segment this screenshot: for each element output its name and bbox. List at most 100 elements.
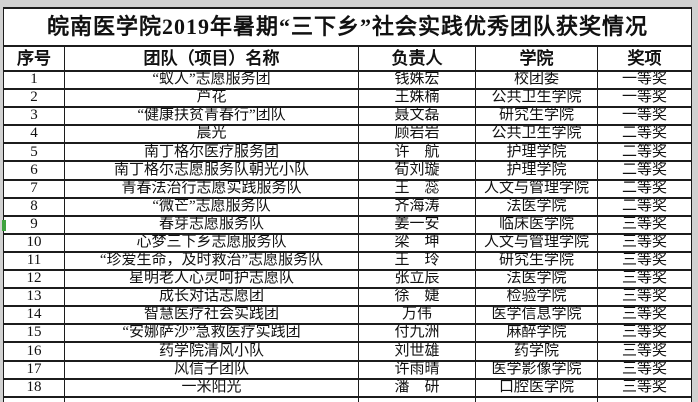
table-row: 12 星明老人心灵呵护志愿队 张立辰 法医学院 三等奖 (3, 269, 693, 290)
table-cell: 一等奖 (596, 88, 693, 109)
table-cell: 钱姝宏 (358, 69, 476, 91)
table-cell: 刘世雄 (358, 341, 476, 362)
table-cell: 二等奖 (596, 142, 693, 163)
table-cell: 14 (3, 305, 65, 326)
column-header: 奖项 (596, 45, 693, 72)
table-cell: 三等奖 (596, 377, 693, 398)
table-cell: 12 (3, 269, 65, 290)
table-row: 6 南丁格尔志愿服务队朝光小队 荀刘璇 护理学院 二等奖 (3, 160, 693, 181)
table-cell: 齐海涛 (358, 196, 476, 217)
table-cell: 许 航 (358, 142, 476, 163)
column-header: 序号 (3, 45, 65, 72)
table-cell: 医学影像学院 (475, 359, 598, 380)
table-cell (64, 395, 359, 402)
table-cell: 春芽志愿服务队 (64, 214, 359, 235)
table-cell: 临床医学院 (475, 214, 598, 235)
table-row: 10 心梦三下乡志愿服务队梁 坤人文与管理学院 三等奖 (3, 232, 693, 253)
table-cell: 智慧医疗社会实践团 (64, 305, 359, 326)
table-cell: 16 (3, 341, 65, 362)
table-cell: 药学院清风小队 (64, 341, 359, 362)
table-cell: 南丁格尔志愿服务队朝光小队 (64, 160, 359, 181)
table-cell: 护理学院 (475, 160, 598, 181)
table-cell: 三等奖 (596, 287, 693, 308)
table-cell: 姜一安 (358, 214, 476, 235)
table-cell: “蚁人”志愿服务团 (64, 69, 359, 91)
table-cell: 王 蕊 (358, 178, 476, 199)
table-cell: 三等奖 (596, 232, 693, 253)
table-row: 8 “微芒”志愿服务队 齐海涛 法医学院 二等奖 (3, 196, 693, 217)
table-row: 7 青春法治行志愿实践服务队王 蕊人文与管理学院 二等奖 (3, 178, 693, 199)
table-cell: “微芒”志愿服务队 (64, 196, 359, 217)
table-cell: 三等奖 (596, 214, 693, 235)
table-row: 18 一米阳光潘 研口腔医学院 三等奖 (3, 377, 693, 398)
table-cell: 法医学院 (475, 196, 598, 217)
table-cell: 南丁格尔医疗服务团 (64, 142, 359, 163)
table-cell: 麻醉学院 (475, 323, 598, 344)
row9-selection-mark (2, 220, 6, 231)
table-cell: 三等奖 (596, 269, 693, 290)
table-cell: 检验学院 (475, 287, 598, 308)
table-cell: 成长对话志愿团 (64, 287, 359, 308)
table-cell: 付九洲 (358, 323, 476, 344)
table-body: 皖南医学院2019年暑期“三下乡”社会实践优秀团队获奖情况 序号 团队（项目）名称… (2, 7, 693, 402)
award-table: 皖南医学院2019年暑期“三下乡”社会实践优秀团队获奖情况 序号 团队（项目）名称… (2, 7, 693, 402)
table-cell: 二等奖 (596, 160, 693, 181)
table-row: 4 晨光 顾岩岩 公共卫生学院 二等奖 (3, 124, 693, 145)
header-row: 序号 团队（项目）名称 负责人 学院 奖项 (3, 45, 693, 72)
table-cell: 18 (3, 377, 65, 398)
table-cell: 法医学院 (475, 269, 598, 290)
table-cell: 研究生学院 (475, 106, 598, 127)
table-cell: 许雨晴 (358, 359, 476, 380)
table-cell: 15 (3, 323, 65, 344)
table-cell: 校团委 (475, 69, 598, 91)
table-cell: 17 (3, 359, 65, 380)
table-row: 2 芦花 王姝楠 公共卫生学院 一等奖 (3, 88, 693, 109)
table-cell: 三等奖 (596, 341, 693, 362)
table-row: 5 南丁格尔医疗服务团许 航护理学院 二等奖 (3, 142, 693, 163)
table-cell: 口腔医学院 (475, 377, 598, 398)
table-cell (3, 395, 65, 402)
table-cell: “健康扶贫青春行”团队 (64, 106, 359, 127)
table-cell: 三等奖 (596, 250, 693, 272)
table-row: 16 药学院清风小队 刘世雄 药学院 三等奖 (3, 341, 693, 362)
table-cell: 二等奖 (596, 178, 693, 199)
table-cell: 一米阳光 (64, 377, 359, 398)
table-cell: 6 (3, 160, 65, 181)
table-row: 3 “健康扶贫青春行”团队 聂文磊 研究生学院 一等奖 (3, 106, 693, 127)
table-cell: 星明老人心灵呵护志愿队 (64, 269, 359, 290)
table-cell: “安娜萨沙”急救医疗实践团 (64, 323, 359, 344)
table-row: 17 风信子团队 许雨晴 医学影像学院 三等奖 (3, 359, 693, 380)
table-cell: 一等奖 (596, 69, 693, 91)
table-cell: 医学信息学院 (475, 305, 598, 326)
table-cell: 11 (3, 250, 65, 272)
table-cell: 风信子团队 (64, 359, 359, 380)
table-cell: 公共卫生学院 (475, 124, 598, 145)
table-cell: 8 (3, 196, 65, 217)
table-cell: 潘 研 (358, 377, 476, 398)
table-cell: 晨光 (64, 124, 359, 145)
table-cell: 公共卫生学院 (475, 88, 598, 109)
table-cell: 10 (3, 232, 65, 253)
table-row: 15 “安娜萨沙”急救医疗实践团 付九洲 麻醉学院 三等奖 (3, 323, 693, 344)
table-cell: 聂文磊 (358, 106, 476, 127)
table-cell: 人文与管理学院 (475, 178, 598, 199)
table-cell: 研究生学院 (475, 250, 598, 272)
column-header: 团队（项目）名称 (64, 45, 359, 72)
table-cell: 徐 婕 (358, 287, 476, 308)
table-cell: 荀刘璇 (358, 160, 476, 181)
table-cell: “珍爱生命，及时救治”志愿服务队 (64, 250, 359, 272)
table-row: 13 成长对话志愿团徐 婕检验学院 三等奖 (3, 287, 693, 308)
table-cell: 顾岩岩 (358, 124, 476, 145)
table-cell: 9 (3, 214, 65, 235)
table-cell: 4 (3, 124, 65, 145)
table-cell: 张立辰 (358, 269, 476, 290)
page-title: 皖南医学院2019年暑期“三下乡”社会实践优秀团队获奖情况 (2, 7, 693, 47)
table-cell (475, 395, 598, 402)
table-row: 1 “蚁人”志愿服务团 钱姝宏 校团委 一等奖 (3, 69, 693, 91)
title-row: 皖南医学院2019年暑期“三下乡”社会实践优秀团队获奖情况 (2, 7, 693, 47)
table-cell: 三等奖 (596, 305, 693, 326)
table-cell: 二等奖 (596, 196, 693, 217)
table-cell: 人文与管理学院 (475, 232, 598, 253)
table-cell: 护理学院 (475, 142, 598, 163)
